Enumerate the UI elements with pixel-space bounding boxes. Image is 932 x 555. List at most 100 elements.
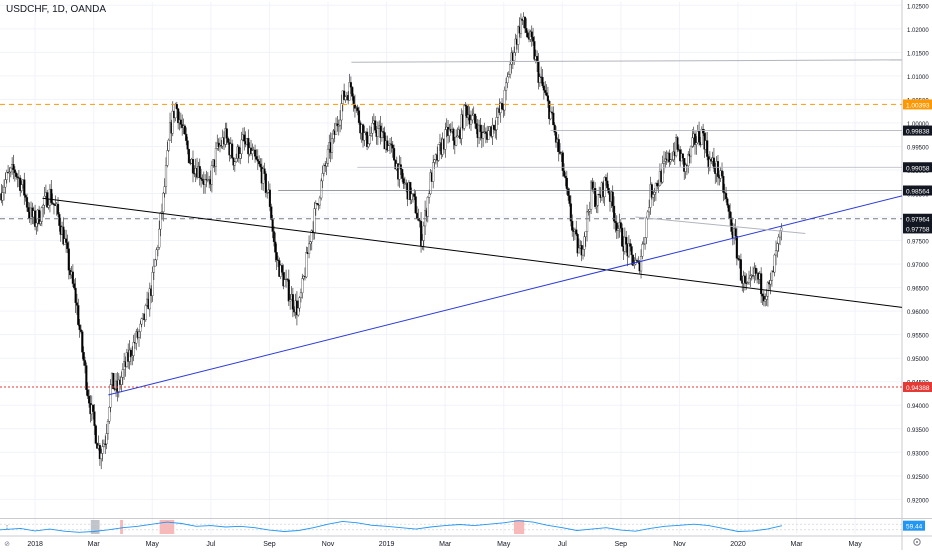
candle-body: [774, 250, 778, 256]
candle-body: [645, 218, 648, 238]
candle-body: [585, 211, 589, 232]
price-tag-background: [903, 223, 932, 234]
candle-body: [729, 211, 732, 219]
candle-body: [739, 259, 742, 281]
candle-body: [619, 222, 622, 229]
candle-body: [239, 153, 242, 159]
candle-body: [671, 159, 674, 161]
candle-body: [614, 221, 617, 223]
candle-body: [156, 247, 159, 251]
price-tag-label: 0.99058: [906, 165, 930, 172]
time-axis[interactable]: 2018 Mar May Jul Sep Nov 2019 Mar May Jul Sep Nov 20…: [4, 538, 921, 548]
candle-body: [401, 169, 404, 179]
candle-body: [482, 132, 485, 139]
price-tag-label: 0.97758: [906, 226, 930, 233]
trend-line[interactable]: [108, 195, 903, 396]
candle-body: [321, 173, 324, 182]
candle-body: [82, 352, 85, 361]
candle-body: [247, 138, 250, 155]
candle-body: [158, 228, 161, 248]
candle-body: [766, 282, 769, 297]
candle-body: [769, 280, 772, 285]
candle-body: [274, 241, 277, 253]
candle-body: [583, 236, 586, 250]
trend-line[interactable]: [351, 59, 903, 63]
price-tag-background: [903, 162, 932, 173]
candle-body: [545, 92, 548, 96]
pane-toggle-icon[interactable]: ↕: [5, 524, 9, 531]
candle-body: [117, 379, 120, 392]
candle-body: [550, 111, 554, 114]
candle-body: [712, 157, 715, 169]
candle-body: [50, 188, 53, 203]
timezone-icon[interactable]: ⊘: [4, 541, 10, 548]
candle-body: [86, 389, 89, 397]
price-tick-label: 1.01000: [907, 75, 929, 81]
candle-body: [604, 177, 608, 182]
candle-body: [258, 161, 261, 165]
candle-body: [83, 360, 87, 366]
candle-body: [479, 124, 482, 133]
candle-body: [71, 271, 74, 284]
candle-body: [376, 128, 379, 137]
candle-body: [726, 198, 729, 206]
candle-body: [598, 194, 601, 196]
candle-body: [695, 142, 698, 145]
candle-body: [780, 227, 783, 231]
candle-body: [625, 236, 628, 245]
candle-body: [492, 124, 496, 130]
candle-body: [139, 323, 142, 332]
candle-body: [669, 159, 672, 163]
candle-body: [40, 207, 43, 222]
candle-body: [5, 172, 8, 180]
candle-body: [382, 131, 385, 133]
candle-body: [571, 220, 574, 231]
gear-icon-center: [916, 541, 918, 543]
candle-body: [444, 129, 447, 150]
candle-body: [154, 259, 157, 267]
candle-body: [525, 28, 528, 33]
candle-body: [106, 421, 110, 434]
candle-body: [87, 395, 91, 404]
candle-body: [777, 236, 780, 244]
candle-body: [200, 177, 203, 180]
candle-body: [183, 125, 186, 135]
candle-body: [463, 104, 466, 129]
price-axis[interactable]: 0.920000.925000.930000.935000.940000.945…: [903, 4, 932, 504]
price-tick-label: 0.93500: [907, 428, 929, 434]
candle-body: [51, 202, 54, 204]
candle-body: [310, 230, 313, 242]
candle-body: [151, 272, 154, 296]
price-tag-background: [903, 381, 932, 392]
candle-body: [727, 205, 730, 212]
candle-body: [368, 135, 371, 145]
candle-body: [337, 125, 340, 127]
candle-body: [217, 142, 220, 148]
candle-body: [762, 295, 765, 302]
candle-body: [104, 443, 107, 445]
candle-body: [66, 242, 69, 249]
candle-body: [569, 203, 572, 222]
candle-body: [491, 124, 494, 137]
candle-body: [676, 137, 679, 150]
candle-body: [148, 288, 151, 310]
candle-body: [344, 96, 347, 100]
candle-body: [627, 243, 630, 257]
candle-body: [164, 165, 168, 187]
candle-body: [255, 156, 258, 160]
settings-gear-icon[interactable]: [913, 538, 921, 546]
time-tick-label: 2019: [379, 541, 395, 548]
candle-body: [77, 305, 80, 325]
candle-body: [668, 152, 671, 163]
candle-body: [452, 128, 455, 141]
candle-body: [299, 292, 303, 298]
trend-line[interactable]: [42, 197, 903, 308]
candle-body: [456, 135, 459, 138]
candle-body: [590, 181, 593, 210]
candle-body: [13, 169, 16, 174]
trend-line[interactable]: [635, 216, 806, 235]
candle-body: [465, 105, 469, 118]
